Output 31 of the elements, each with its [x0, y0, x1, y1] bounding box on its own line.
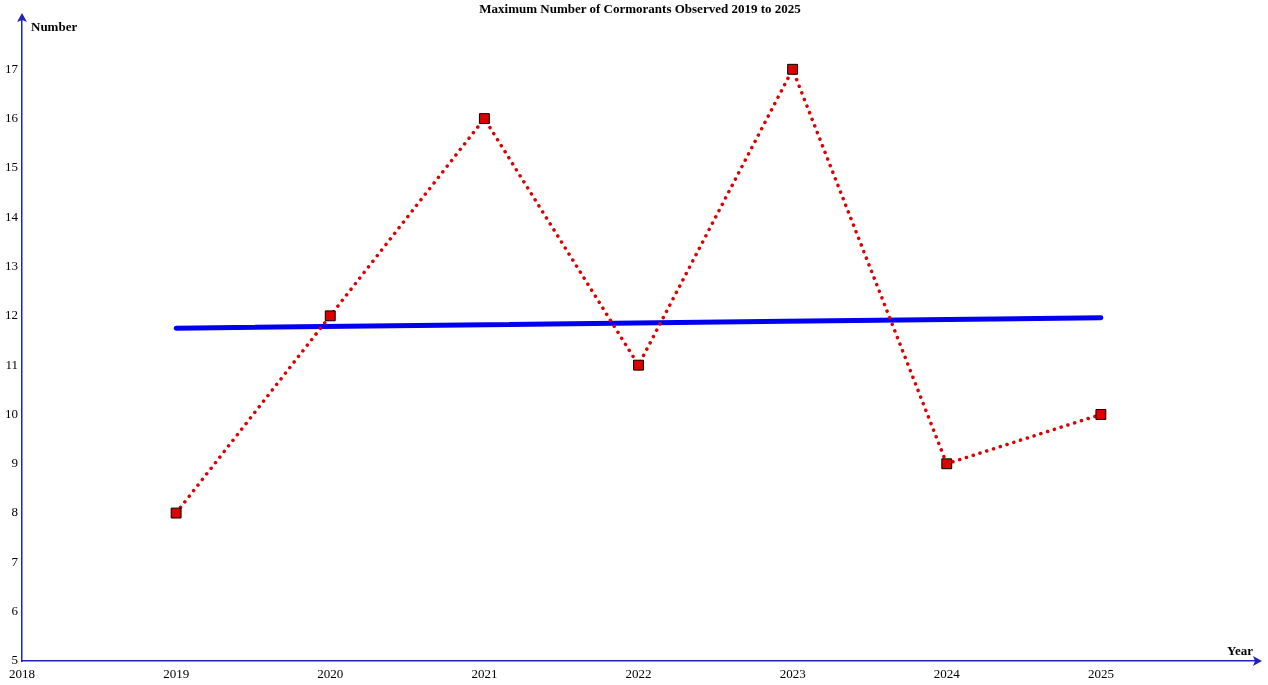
y-axis-title: Number	[31, 19, 78, 35]
point	[1095, 409, 1107, 420]
x-tick-label: 2022	[625, 666, 652, 682]
y-tick-label: 8	[11, 504, 18, 520]
y-tick-label: 7	[11, 553, 19, 569]
y-tick-label: 13	[5, 257, 18, 273]
x-tick-label: 2020	[317, 666, 344, 682]
y-tick-label: 10	[5, 405, 18, 421]
x-tick-label: 2018	[9, 666, 35, 682]
x-tick-label: 2019	[163, 666, 190, 682]
y-tick-label: 14	[5, 208, 19, 224]
y-tick-label: 11	[5, 356, 18, 372]
chart-title: Maximum Number of Cormorants Observed 2019 to 2025	[479, 1, 802, 17]
x-tick-label: 2021	[471, 666, 498, 682]
y-tick-label: 17	[5, 60, 19, 76]
point	[170, 507, 182, 519]
x-tick-label: 2024	[933, 666, 961, 682]
point	[324, 310, 336, 322]
point	[478, 113, 490, 125]
y-tick-label: 5	[11, 652, 18, 668]
x-axis-title: Year	[1227, 642, 1254, 658]
y-tick-label: 12	[5, 307, 18, 323]
x-tick-label: 2023	[779, 666, 806, 682]
point	[941, 458, 953, 470]
point	[787, 63, 799, 75]
y-tick-label: 15	[5, 159, 18, 175]
y-tick-label: 9	[11, 455, 18, 471]
y-tick-label: 16	[5, 110, 19, 126]
y-tick-label: 6	[11, 603, 19, 619]
x-tick-label: 2025	[1087, 666, 1114, 682]
point	[633, 359, 644, 371]
